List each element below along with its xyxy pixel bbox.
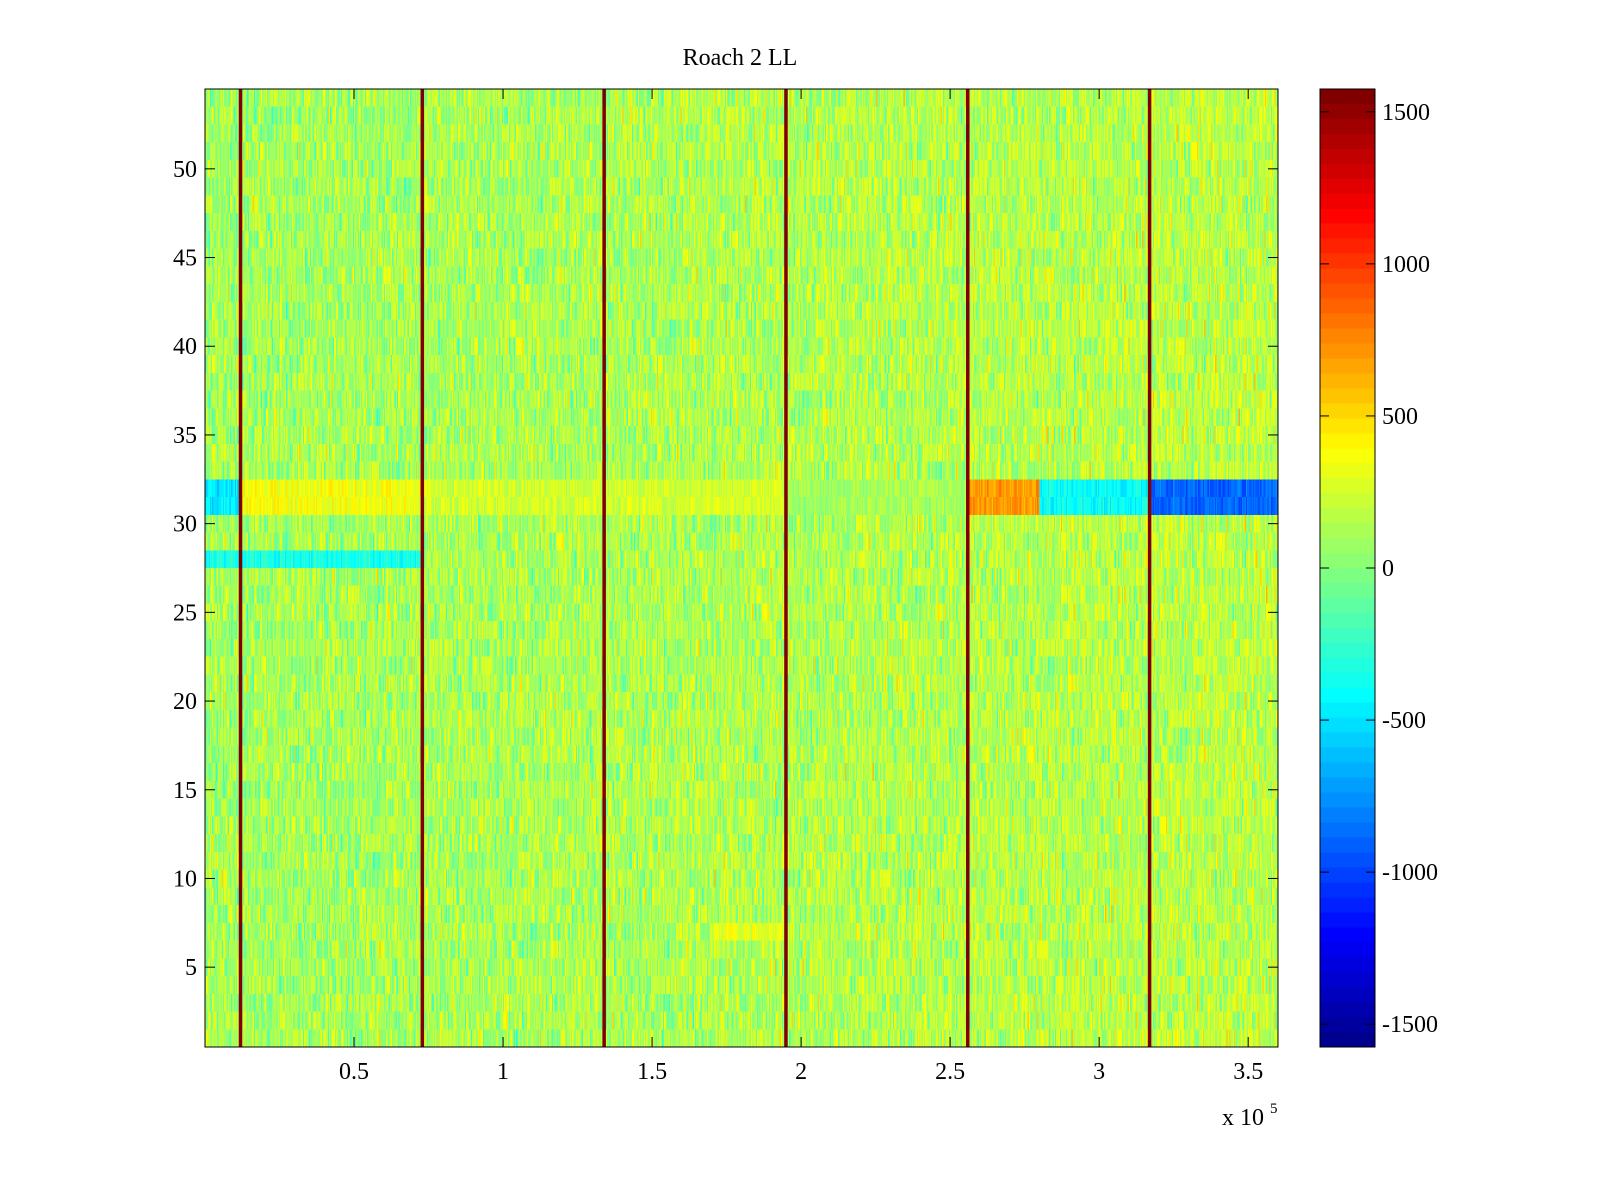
y-tick-label: 20: [173, 689, 197, 715]
spike-lines: [238, 89, 1152, 1047]
spike-line-6: [1147, 89, 1152, 1047]
colorbar-gradient: [1320, 89, 1375, 1047]
x-exponent-label: x 10 5: [1222, 1101, 1278, 1131]
spike-line-5: [966, 89, 970, 1047]
spike-line-1: [238, 89, 243, 1047]
colorbar-tick-label: 1000: [1382, 252, 1430, 278]
svg-text:x 10 5: x 10 5: [1222, 1101, 1278, 1131]
colorbar-tick-label: 500: [1382, 404, 1418, 430]
y-tick-label: 25: [173, 600, 197, 626]
y-tick-label: 45: [173, 246, 197, 272]
x-axis: 0.5 1 1.5 2 2.5 3 3.5: [339, 89, 1263, 1085]
y-tick-label: 50: [173, 157, 197, 183]
x-exponent-power: 5: [1270, 1101, 1278, 1117]
spike-line-4: [784, 89, 788, 1047]
y-tick-label: 40: [173, 334, 197, 360]
colorbar-tick-label: -500: [1382, 708, 1426, 734]
heatmap-area: [205, 89, 1278, 1047]
y-tick-label: 30: [173, 512, 197, 538]
plot-frame: [204, 88, 1279, 1048]
spike-line-2: [420, 89, 425, 1047]
y-tick-label: 10: [173, 866, 197, 892]
x-exponent-base: x 10: [1222, 1105, 1264, 1131]
x-tick-label: 2: [795, 1059, 807, 1085]
colorbar: 1500 1000 500 0 -500 -1000 -1500: [1319, 88, 1438, 1048]
spike-line-3: [602, 89, 606, 1047]
x-tick-label: 0.5: [339, 1059, 369, 1085]
y-tick-label: 5: [185, 955, 197, 981]
x-tick-label: 2.5: [935, 1059, 965, 1085]
y-axis: 5 10 15 20 25 30 35 40 45 50: [173, 157, 1278, 981]
y-tick-label: 35: [173, 423, 197, 449]
colorbar-tick-label: -1000: [1382, 860, 1438, 886]
x-tick-label: 3.5: [1233, 1059, 1263, 1085]
x-tick-label: 3: [1093, 1059, 1105, 1085]
heatmap-cells: [205, 89, 1278, 1047]
y-tick-label: 15: [173, 778, 197, 804]
x-tick-label: 1: [497, 1059, 509, 1085]
colorbar-tick-label: 0: [1382, 556, 1394, 582]
x-tick-label: 1.5: [637, 1059, 667, 1085]
colorbar-tick-label: -1500: [1382, 1012, 1438, 1038]
colorbar-tick-label: 1500: [1382, 100, 1430, 126]
colorbar-ticks: 1500 1000 500 0 -500 -1000 -1500: [1320, 100, 1438, 1038]
chart-title: Roach 2 LL: [683, 45, 798, 71]
